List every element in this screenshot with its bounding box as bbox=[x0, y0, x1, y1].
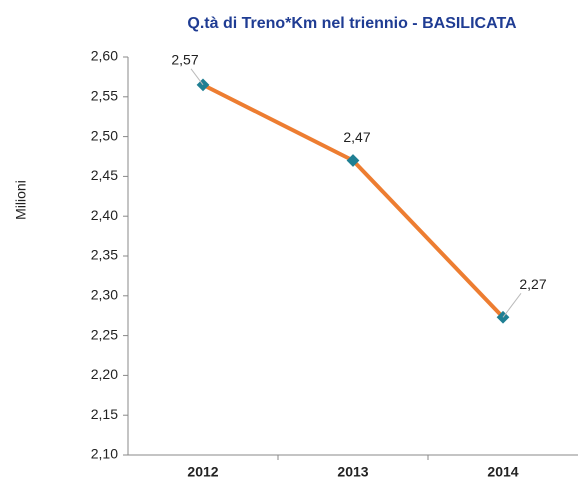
data-label: 2,57 bbox=[171, 52, 198, 68]
chart-title: Q.tà di Treno*Km nel triennio - BASILICA… bbox=[187, 15, 517, 32]
y-tick-label: 2,15 bbox=[91, 406, 118, 422]
marker bbox=[346, 154, 360, 167]
leader-line bbox=[502, 292, 522, 318]
y-tick-label: 2,35 bbox=[91, 247, 118, 263]
y-tick-label: 2,60 bbox=[91, 48, 118, 64]
x-tick-label: 2012 bbox=[187, 464, 218, 480]
leader-line bbox=[190, 68, 204, 86]
line bbox=[202, 83, 505, 319]
y-tick-label: 2,30 bbox=[91, 287, 118, 303]
x-tick-label: 2013 bbox=[337, 464, 368, 480]
data-label: 2,27 bbox=[519, 276, 546, 292]
x-tick-label: 2014 bbox=[487, 464, 518, 480]
y-tick-label: 2,25 bbox=[91, 326, 118, 342]
y-tick-label: 2,55 bbox=[91, 88, 118, 104]
data-label: 2,47 bbox=[343, 129, 370, 145]
y-tick-label: 2,50 bbox=[91, 127, 118, 143]
y-tick-label: 2,20 bbox=[91, 366, 118, 382]
y-tick-label: 2,40 bbox=[91, 207, 118, 223]
y-tick-label: 2,45 bbox=[91, 167, 118, 183]
y-axis-label: Milioni bbox=[13, 180, 29, 220]
y-tick-label: 2,10 bbox=[91, 446, 118, 462]
